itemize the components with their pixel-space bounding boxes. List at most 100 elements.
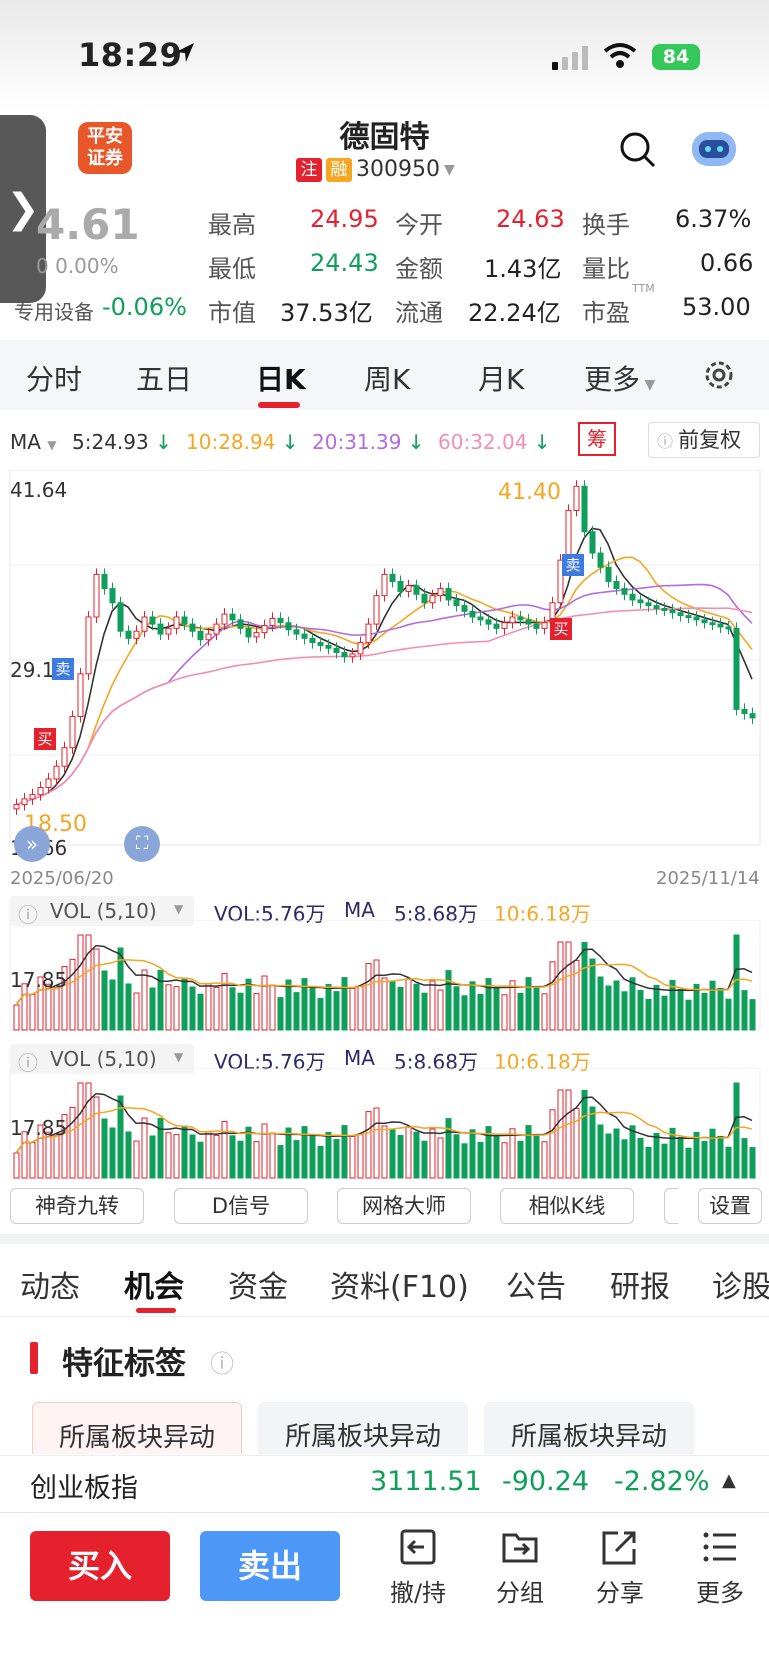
tool-similar-k[interactable]: 相似K线: [500, 1188, 634, 1224]
tab-announcements[interactable]: 公告: [506, 1270, 566, 1305]
feature-card[interactable]: 所属板块异动: [258, 1402, 468, 1454]
vol-ma5: 5:8.68万: [394, 1050, 478, 1074]
settings-gear-icon[interactable]: [700, 356, 738, 398]
volume-bar: [13, 1152, 20, 1179]
group-button[interactable]: 分组: [480, 1527, 560, 1608]
tool-magic-nine[interactable]: 神奇九转: [10, 1188, 144, 1224]
candle-body: [653, 605, 660, 609]
volume-bar: [445, 970, 452, 1031]
logo-text-2: 证券: [87, 148, 123, 169]
feature-card[interactable]: 所属板块异动: [484, 1402, 694, 1454]
feature-card[interactable]: 所属板块异动: [32, 1402, 242, 1454]
tool-settings[interactable]: 设置: [698, 1188, 762, 1224]
tab-funds[interactable]: 资金: [228, 1270, 288, 1305]
tab-intraday[interactable]: 分时: [26, 363, 83, 396]
tool-hidden[interactable]: [664, 1188, 678, 1224]
tab-more-label: 更多: [584, 363, 641, 396]
search-icon[interactable]: [618, 130, 658, 174]
tab-research[interactable]: 研报: [610, 1270, 670, 1305]
candle-body: [517, 616, 524, 621]
vol-indicator-selector[interactable]: ⓘ VOL (5,10) ▼: [10, 896, 194, 927]
candle-body: [461, 605, 468, 612]
volume-chart-1[interactable]: [0, 920, 769, 1032]
volume-bar: [181, 977, 188, 1031]
volume-bar: [597, 1124, 604, 1179]
fast-forward-icon[interactable]: »: [14, 826, 50, 862]
robot-assistant-icon[interactable]: [688, 124, 740, 176]
feature-title: 特征标签: [62, 1346, 186, 1382]
stock-code-row[interactable]: 注 融 300950 ▼: [296, 157, 455, 182]
chevron-down-icon: ▼: [47, 438, 57, 452]
broker-logo[interactable]: 平安 证券: [78, 122, 132, 174]
volume-bar: [133, 992, 140, 1031]
chart-end-date: 2025/11/14: [656, 868, 760, 889]
volume-bar: [245, 978, 252, 1031]
tab-daily-k[interactable]: 日K: [256, 363, 306, 396]
tab-diagnosis[interactable]: 诊股: [712, 1270, 769, 1305]
volume-bar: [629, 1125, 636, 1179]
sell-button[interactable]: 卖出: [200, 1531, 340, 1601]
volume-bar: [285, 1127, 292, 1179]
candle-body: [669, 609, 676, 614]
high-label: 最高: [208, 211, 256, 239]
volume-bar: [325, 1131, 332, 1179]
candle-body: [269, 617, 276, 627]
candle-body: [149, 616, 156, 625]
side-panel-handle[interactable]: ❯: [0, 115, 46, 303]
chart-max-label: 41.64: [10, 478, 68, 502]
candle-body: [205, 633, 212, 641]
tab-news[interactable]: 动态: [20, 1270, 80, 1305]
info-icon[interactable]: ⓘ: [210, 1350, 234, 1378]
sell-signal-badge[interactable]: 卖: [52, 658, 74, 680]
turnover-label: 换手: [582, 211, 630, 239]
chip-distribution-button[interactable]: 筹: [578, 422, 616, 456]
chevron-up-icon[interactable]: ▲: [722, 1470, 736, 1491]
volume-chart-2[interactable]: [0, 1068, 769, 1180]
vol-indicator-selector[interactable]: ⓘ VOL (5,10) ▼: [10, 1044, 194, 1075]
volume-bar: [541, 1141, 548, 1179]
candle-body: [725, 626, 732, 630]
adjust-mode-button[interactable]: ⓘ 前复权: [648, 422, 760, 458]
volume-bar: [101, 1118, 108, 1179]
buy-button[interactable]: 买入: [30, 1531, 170, 1601]
volume-bar: [61, 966, 68, 1031]
tab-weekly-k[interactable]: 周K: [364, 363, 411, 396]
tab-opportunity[interactable]: 机会: [124, 1270, 184, 1305]
candle-body: [501, 622, 508, 629]
candle-body: [381, 573, 388, 597]
candle-body: [421, 593, 428, 604]
tab-f10[interactable]: 资料(F10): [330, 1270, 469, 1305]
volume-bar: [141, 1117, 148, 1179]
sector-change: -0.06%: [102, 293, 187, 321]
volume-bar: [573, 959, 580, 1031]
more-button[interactable]: 更多: [680, 1527, 760, 1608]
tool-d-signal[interactable]: D信号: [174, 1188, 308, 1224]
volume-bar: [581, 941, 588, 1031]
tool-grid-master[interactable]: 网格大师: [337, 1188, 471, 1224]
fullscreen-icon[interactable]: ⛶: [124, 826, 160, 862]
kline-chart[interactable]: [0, 470, 769, 890]
location-icon: [172, 40, 198, 70]
ma-selector[interactable]: MA ▼: [10, 430, 57, 454]
sector-label[interactable]: 专用设备: [14, 300, 94, 324]
chart-start-date: 2025/06/20: [10, 868, 114, 889]
sell-signal-badge[interactable]: 卖: [562, 554, 584, 576]
ma-label: MA: [10, 430, 41, 454]
tab-more[interactable]: 更多 ▼: [584, 358, 655, 398]
buy-signal-badge[interactable]: 买: [550, 618, 572, 640]
candle-body: [61, 747, 68, 767]
tab-monthly-k[interactable]: 月K: [478, 363, 525, 396]
withdraw-hold-button[interactable]: 撤/持: [378, 1527, 458, 1608]
buy-signal-badge[interactable]: 买: [34, 728, 56, 750]
tab-five-day[interactable]: 五日: [136, 363, 193, 396]
volume-bar: [493, 987, 500, 1031]
index-ticker[interactable]: [0, 1455, 769, 1511]
candle-body: [261, 625, 268, 634]
period-tabs: 分时 五日 日K 周K 月K 更多 ▼: [0, 340, 769, 410]
volume-bar: [613, 1128, 620, 1179]
volume-bar: [565, 1089, 572, 1179]
volume-bar: [405, 978, 412, 1031]
volume-bar: [277, 1145, 284, 1179]
share-button[interactable]: 分享: [580, 1527, 660, 1608]
volume-bar: [317, 997, 324, 1031]
